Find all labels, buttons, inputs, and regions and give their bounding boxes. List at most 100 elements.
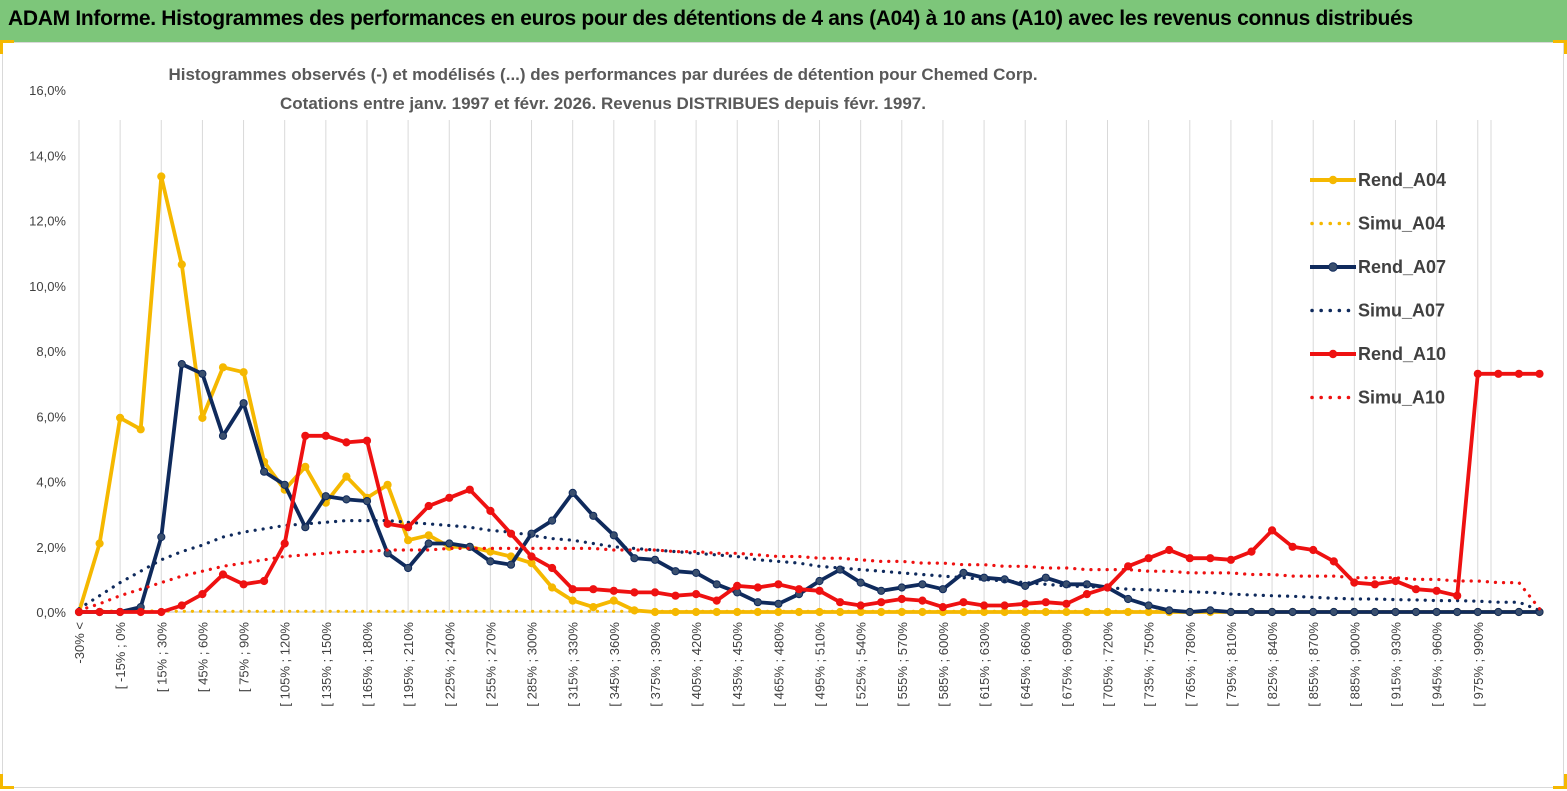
series-rend-a10-point [918,596,927,605]
x-tick-label: [ 585% ; 600% [936,622,951,707]
series-rend-a10-point [1247,547,1256,556]
series-rend-a10-point [1268,526,1277,535]
series-rend-a10-point [980,601,989,610]
series-rend-a10-point [1370,580,1380,589]
series-rend-a07-point [609,531,618,540]
series-rend-a07-point [692,568,701,578]
series-rend-a10-point [1124,562,1133,571]
series-rend-a10-point [404,523,413,532]
x-tick-label: [ 705% ; 720% [1101,622,1116,707]
series-rend-a10-line [79,371,1540,614]
series-rend-a07-point [321,492,330,501]
series-rend-a04-point [157,172,166,181]
x-tick-label: [ 285% ; 300% [525,622,540,707]
series-rend-a10-point [1350,578,1359,587]
series-rend-a10-point [630,588,639,597]
series-rend-a07-point [589,511,598,520]
series-rend-a10-point [938,603,948,612]
series-rend-a07-point [1432,607,1441,617]
series-rend-a10-point [1041,598,1050,607]
series-rend-a07-point [671,567,680,576]
series-rend-a10-point [1185,554,1194,563]
series-rend-a10-point [362,436,372,445]
series-rend-a10-point [609,586,618,595]
series-rend-a07-point [1124,594,1133,604]
series-rend-a10-point [856,601,865,610]
y-tick-label: 12,0% [29,214,66,229]
series-rend-a10-point [774,580,783,589]
series-rend-a10-point [650,588,660,597]
x-tick-label: [ 825% ; 840% [1265,622,1280,707]
series-rend-a07-point [897,583,906,592]
series-rend-a07-point [198,369,207,378]
series-rend-a04-point [342,472,351,481]
series-rend-a07-point [548,516,557,525]
series-simu-a07-line [77,518,1542,613]
series-rend-a07-point [1247,607,1256,617]
x-tick-label: [ 195% ; 210% [401,622,416,707]
series-rend-a10-point [671,591,680,600]
x-tick-label: [ 465% ; 480% [771,622,786,707]
series-rend-a04-line [77,174,1540,614]
x-tick-label: [ 345% ; 360% [607,622,622,707]
legend-rend-a10-marker [1328,349,1338,359]
series-rend-a10-point [383,519,392,529]
series-rend-a07-point [404,563,413,573]
x-tick-label: [ 165% ; 180% [360,622,375,707]
x-tick-label: [ 855% ; 870% [1306,622,1321,707]
series-rend-a04-point [609,596,618,605]
x-tick-label: [ 885% ; 900% [1347,622,1362,707]
y-tick-label: 6,0% [36,409,66,424]
series-rend-a07-point [1206,606,1215,615]
series-rend-a07-point [1329,607,1338,617]
x-tick-label: [ 255% ; 270% [483,622,498,707]
corner-marker-br-v [1564,774,1567,788]
series-rend-a10-point [589,585,598,594]
series-rend-a04-point [136,425,145,434]
series-rend-a07-point [424,539,433,548]
series-rend-a07-point [1473,607,1482,617]
series-rend-a07-point [712,580,721,589]
legend-rend-a04-marker [1328,175,1338,185]
series-rend-a07-point [260,467,269,476]
x-tick-label: [ 645% ; 660% [1018,622,1033,707]
x-tick-label: [ 615% ; 630% [977,622,992,707]
series-rend-a07-point [177,360,186,369]
series-rend-a07-point [568,488,577,497]
y-tick-label: 14,0% [29,148,66,163]
series-rend-a10-point [1165,545,1174,555]
x-tick-label: [ 45% ; 60% [195,622,210,693]
x-tick-label: [ 105% ; 120% [278,622,293,707]
series-rend-a10-point [794,585,804,594]
x-tick-label: [ 945% ; 960% [1430,622,1445,707]
corner-marker-bl-v [0,774,3,788]
series-rend-a10-point [280,539,289,548]
series-rend-a10-point [218,570,228,579]
x-tick-label: [ 525% ; 540% [854,622,869,707]
legend-simu-a10-label: Simu_A10 [1358,388,1445,408]
series-rend-a10-point [1082,590,1092,599]
series-rend-a04-point [116,413,125,422]
x-tick-label: [ 225% ; 240% [442,622,457,707]
series-rend-a10-point [506,529,516,538]
series-rend-a10-point [712,596,721,605]
series-rend-a10-point [95,607,104,617]
series-rend-a07-point [1185,607,1194,617]
series-rend-a07-point [486,557,495,566]
series-lines [74,172,1544,617]
series-rend-a10-point [424,501,433,511]
series-rend-a10-point [1473,369,1482,378]
series-rend-a07-point [157,532,166,542]
legend: Rend_A04 Simu_A04 Rend_A07 Simu_A07 Rend_A10… [1310,170,1446,408]
series-rend-a04-point [95,539,104,548]
series-rend-a07-point [815,576,824,586]
series-rend-a10-point [897,594,906,604]
series-rend-a07-point [506,560,516,569]
series-rend-a10-point [1000,601,1009,610]
series-rend-a04-point [301,462,310,471]
corner-marker-tr-v [1564,40,1567,54]
series-rend-a10-point [959,598,968,607]
x-tick-label: [ 435% ; 450% [730,622,745,707]
series-rend-a07-point [1391,607,1400,617]
